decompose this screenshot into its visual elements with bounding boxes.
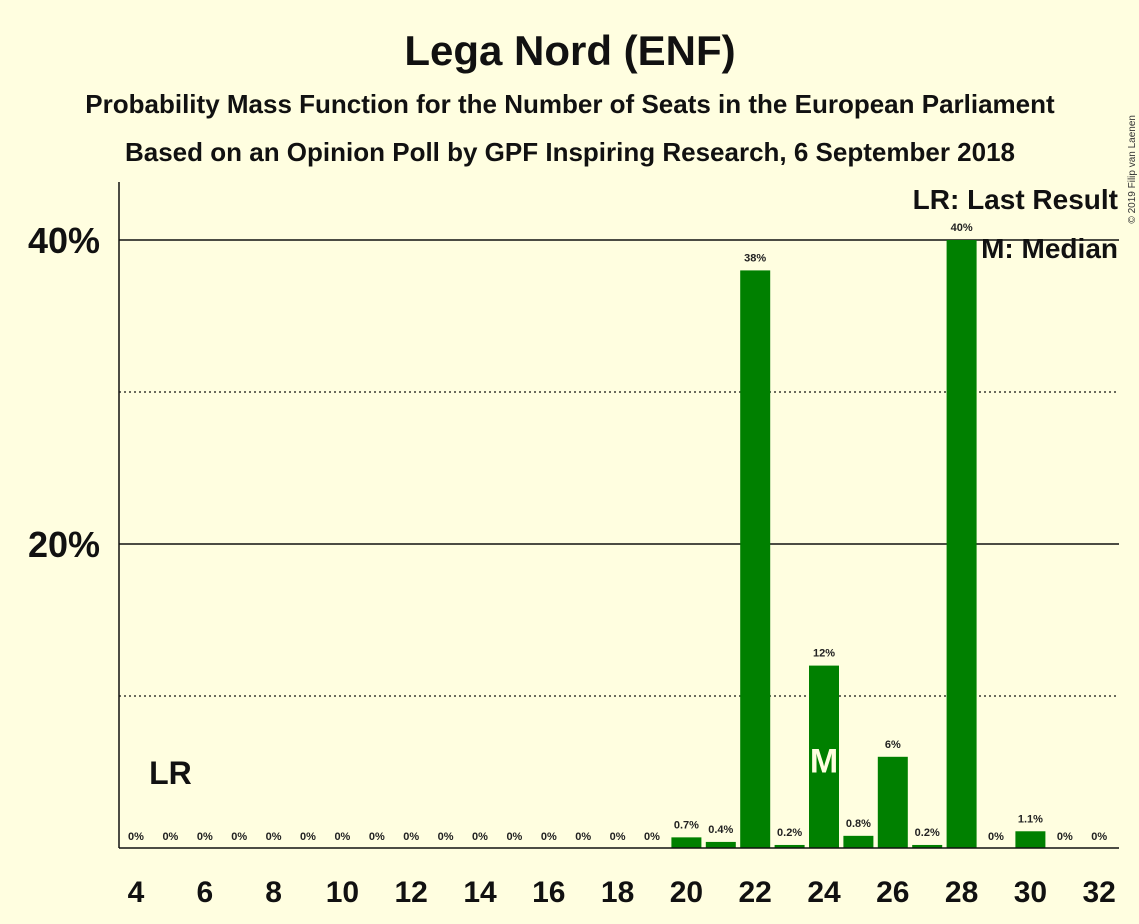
- bar-seat-24: [809, 665, 839, 848]
- data-label-seat-16: 0%: [541, 831, 557, 843]
- chart-title: Lega Nord (ENF): [404, 27, 735, 74]
- data-label-seat-19: 0%: [644, 831, 660, 843]
- data-label-seat-26: 6%: [885, 739, 901, 751]
- bar-seat-20: [671, 837, 702, 848]
- data-label-seat-24: 12%: [813, 648, 835, 660]
- copyright-notice: © 2019 Filip van Laenen: [1127, 115, 1138, 224]
- y-tick-labels: 20% 40%: [28, 220, 100, 565]
- data-label-seat-27: 0.2%: [915, 827, 940, 839]
- bar-seat-26: [877, 756, 908, 848]
- bar-seat-25: [843, 835, 874, 848]
- bar-seat-30: [1015, 831, 1046, 848]
- data-label-seat-32: 0%: [1091, 831, 1107, 843]
- x-tick-label: 8: [265, 876, 282, 909]
- x-tick-label: 30: [1014, 876, 1047, 909]
- median-marker: M: [810, 743, 838, 781]
- data-label-seat-15: 0%: [506, 831, 522, 843]
- data-label-seat-11: 0%: [369, 831, 385, 843]
- data-label-seat-5: 0%: [162, 831, 178, 843]
- bar-seat-28: [946, 240, 977, 848]
- data-label-seat-8: 0%: [266, 831, 282, 843]
- chart-source-line: Based on an Opinion Poll by GPF Inspirin…: [125, 137, 1015, 167]
- x-tick-labels: 4 6 8 10 12 14 16 18 20 22 24 26 28 30 32: [128, 876, 1116, 909]
- legend-median: M: Median: [981, 233, 1118, 264]
- legend-last-result: LR: Last Result: [913, 184, 1118, 215]
- x-tick-label: 24: [807, 876, 841, 909]
- last-result-marker: LR: [149, 755, 192, 791]
- chart-subtitle: Probability Mass Function for the Number…: [85, 89, 1055, 119]
- data-label-seat-29: 0%: [988, 831, 1004, 843]
- x-tick-label: 20: [670, 876, 703, 909]
- data-label-seat-20: 0.7%: [674, 819, 699, 831]
- bar-seat-27: [912, 844, 943, 848]
- bar-seat-22: [740, 270, 771, 848]
- bar-seat-21: [705, 841, 736, 848]
- data-label-seat-12: 0%: [403, 831, 419, 843]
- data-label-seat-18: 0%: [610, 831, 626, 843]
- data-labels-group: 0% 0% 0% 0% 0% 0% 0% 0% 0% 0% 0% 0% 0% 0% 0% 0% 0.7% 0.4%…: [128, 222, 1107, 843]
- x-tick-label: 18: [601, 876, 634, 909]
- x-tick-label: 12: [395, 876, 428, 909]
- x-tick-label: 22: [739, 876, 772, 909]
- data-label-seat-31: 0%: [1057, 831, 1073, 843]
- data-label-seat-10: 0%: [334, 831, 350, 843]
- data-label-seat-9: 0%: [300, 831, 316, 843]
- x-tick-label: 14: [463, 876, 497, 909]
- x-tick-label: 4: [128, 876, 145, 909]
- x-tick-label: 10: [326, 876, 359, 909]
- x-tick-label: 32: [1083, 876, 1116, 909]
- data-label-seat-4: 0%: [128, 831, 144, 843]
- y-tick-label: 20%: [28, 524, 100, 565]
- data-label-seat-23: 0.2%: [777, 827, 802, 839]
- data-label-seat-14: 0%: [472, 831, 488, 843]
- data-label-seat-22: 38%: [744, 252, 766, 264]
- data-label-seat-25: 0.8%: [846, 818, 871, 830]
- y-tick-label: 40%: [28, 220, 100, 261]
- data-label-seat-7: 0%: [231, 831, 247, 843]
- x-tick-label: 16: [532, 876, 565, 909]
- data-label-seat-13: 0%: [438, 831, 454, 843]
- data-label-seat-21: 0.4%: [708, 824, 733, 836]
- x-tick-label: 28: [945, 876, 978, 909]
- bars-group: [671, 240, 1046, 848]
- bar-seat-23: [774, 844, 805, 848]
- x-tick-label: 6: [196, 876, 213, 909]
- data-label-seat-30: 1.1%: [1018, 813, 1043, 825]
- data-label-seat-6: 0%: [197, 831, 213, 843]
- x-tick-label: 26: [876, 876, 909, 909]
- data-label-seat-17: 0%: [575, 831, 591, 843]
- data-label-seat-28: 40%: [951, 222, 973, 234]
